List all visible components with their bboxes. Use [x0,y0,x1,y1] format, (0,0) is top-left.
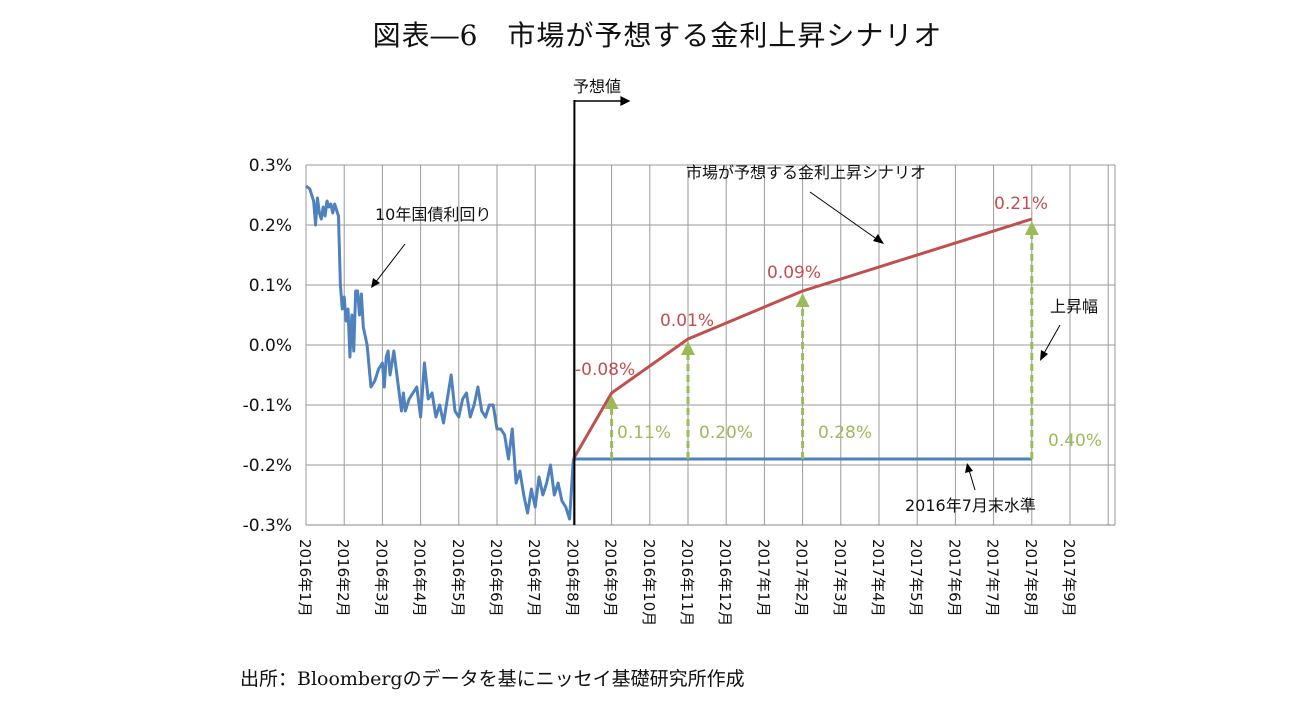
rise-annotation-pointer [1042,324,1061,356]
x-tick-label: 2016年12月 [716,539,734,626]
rise-arrow-head [795,293,810,307]
baseline-pointer-head [965,463,973,473]
rise-annotation: 上昇幅 [1050,297,1098,316]
x-tick-label: 2016年6月 [487,539,505,617]
scenario-data-label: 0.21% [994,194,1048,214]
x-tick-label: 2017年9月 [1060,539,1078,617]
rise-arrow-head [681,341,695,355]
x-tick-label: 2017年5月 [907,539,925,617]
rise-label: 0.20% [699,423,753,443]
y-tick-label: 0.1% [249,276,292,296]
x-tick-label: 2016年11月 [678,539,696,626]
x-tick-label: 2017年7月 [984,539,1002,617]
rise-pointer-head [1040,350,1048,361]
jgb-pointer-head [371,278,380,288]
x-tick-label: 2016年1月 [296,539,314,617]
y-tick-label: 0.3% [249,156,292,176]
x-tick-label: 2017年2月 [793,539,811,617]
y-axis-ticks: 0.3% 0.2% 0.1% 0.0% -0.1% -0.2% -0.3% [243,156,292,536]
scenario-pointer-head [873,234,884,244]
x-tick-label: 2016年3月 [372,539,390,617]
jgb-annotation: 10年国債利回り [375,205,491,224]
baseline-annotation-pointer [968,469,976,491]
x-tick-label: 2016年9月 [602,539,620,617]
baseline-annotation: 2016年7月末水準 [905,496,1036,515]
x-tick-label: 2017年8月 [1022,539,1040,617]
source-note: 出所：Bloombergのデータを基にニッセイ基礎研究所作成 [240,668,745,690]
series-line-jgb [305,184,575,521]
scenario-data-label: 0.09% [767,263,821,283]
scenario-annotation: 市場が予想する金利上昇シナリオ [686,163,926,182]
x-tick-label: 2016年4月 [411,539,429,617]
x-tick-label: 2016年2月 [334,539,352,617]
y-tick-label: 0.2% [249,216,292,236]
rise-label: 0.11% [617,423,671,443]
x-tick-label: 2016年7月 [525,539,543,617]
x-tick-label: 2016年5月 [449,539,467,617]
y-tick-label: -0.1% [243,396,292,416]
series-line-scenario [572,217,1033,460]
scenario-data-label: -0.08% [575,360,635,380]
rise-arrow-head [604,395,619,409]
scenario-annotation-pointer [809,191,879,241]
rise-arrow-head [1024,221,1039,235]
rise-label: 0.28% [818,423,872,443]
x-tick-label: 2017年6月 [945,539,963,617]
x-tick-label: 2017年4月 [869,539,887,617]
scenario-data-label: 0.01% [660,311,714,331]
x-tick-label: 2017年1月 [754,539,772,617]
y-tick-label: -0.3% [243,516,292,536]
chart-title: 図表―6 市場が予想する金利上昇シナリオ [372,19,943,52]
y-tick-label: 0.0% [249,336,292,356]
x-tick-label: 2016年10月 [640,539,658,626]
x-tick-label: 2017年3月 [831,539,849,617]
x-tick-label: 2016年8月 [563,539,581,617]
x-axis-ticks: 2016年1月 2016年2月 2016年3月 2016年4月 2016年5月 2016年… [296,539,1078,626]
forecast-arrow-head [620,96,631,106]
jgb-annotation-pointer [374,243,406,284]
series-layer: 0.11% 0.20% 0.28% 0.40% -0.08% 0.01% 0.09% 0.21… [305,96,1102,525]
rise-label: 0.40% [1048,431,1102,451]
y-tick-label: -0.2% [243,456,292,476]
forecast-label: 予想値 [573,77,621,96]
